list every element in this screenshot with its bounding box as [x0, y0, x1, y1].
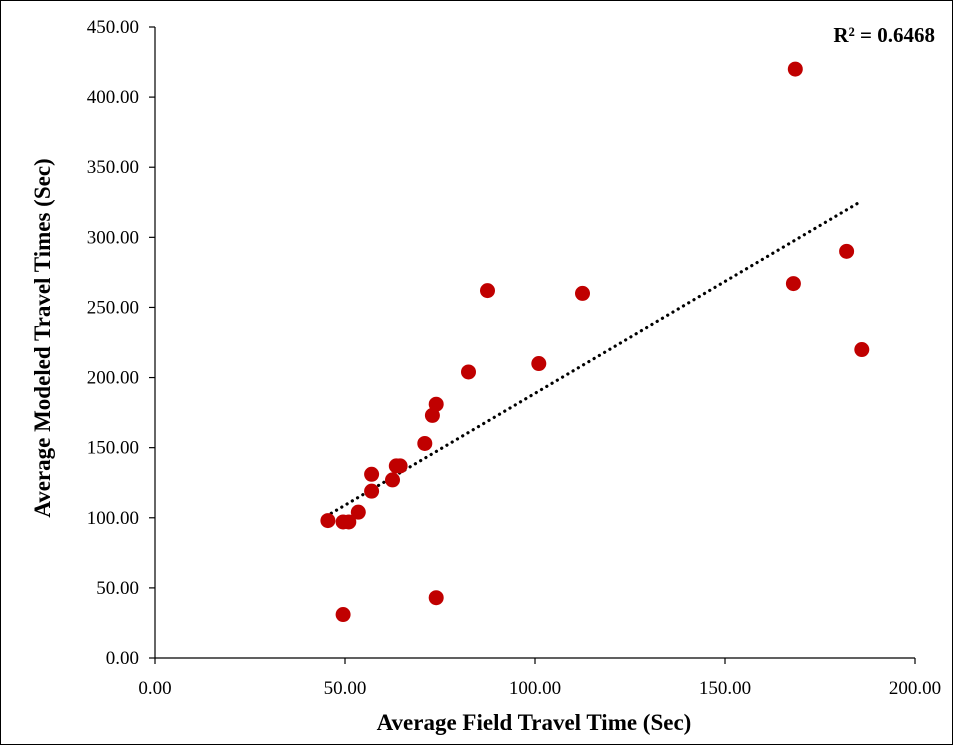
data-point	[839, 243, 855, 259]
x-tick-label: 150.00	[699, 678, 751, 699]
data-point	[364, 466, 380, 482]
data-point	[461, 364, 476, 380]
plot-area: 0.00 50.00 100.00 150.00 200.00 250.00 300.00 3…	[87, 17, 941, 699]
x-tick-label: 100.00	[509, 678, 561, 699]
data-point	[385, 472, 400, 488]
y-tick-label: 450.00	[87, 17, 139, 38]
y-tick-label: 100.00	[87, 508, 139, 529]
trendline	[324, 199, 864, 518]
data-point	[787, 61, 803, 77]
y-tick-label: 0.00	[106, 648, 139, 669]
data-point	[785, 276, 801, 292]
data-point	[428, 590, 444, 606]
data-point	[350, 504, 366, 520]
y-tick-label: 250.00	[87, 297, 139, 318]
x-tick-label: 50.00	[324, 678, 367, 699]
data-point	[320, 513, 336, 529]
r-squared-annotation: R² = 0.6468	[833, 23, 935, 47]
y-tick-label: 150.00	[87, 438, 139, 459]
data-point	[428, 396, 444, 412]
y-tick-label: 200.00	[87, 368, 139, 389]
x-axis-title: Average Field Travel Time (Sec)	[377, 710, 692, 735]
y-tick-label: 400.00	[87, 87, 139, 108]
y-tick-label: 350.00	[87, 157, 139, 178]
data-point	[854, 342, 870, 358]
data-point	[575, 285, 590, 301]
data-point	[531, 356, 547, 372]
data-point	[335, 607, 351, 623]
data-point	[364, 483, 380, 499]
data-point	[392, 458, 408, 474]
data-point	[480, 283, 495, 299]
data-point	[417, 435, 433, 451]
y-tick-label: 50.00	[96, 578, 139, 599]
y-axis-title: Average Modeled Travel Times (Sec)	[30, 158, 55, 517]
x-tick-label: 0.00	[138, 678, 171, 699]
data-point	[341, 514, 357, 530]
y-tick-label: 300.00	[87, 227, 139, 248]
x-tick-label: 200.00	[889, 678, 941, 699]
